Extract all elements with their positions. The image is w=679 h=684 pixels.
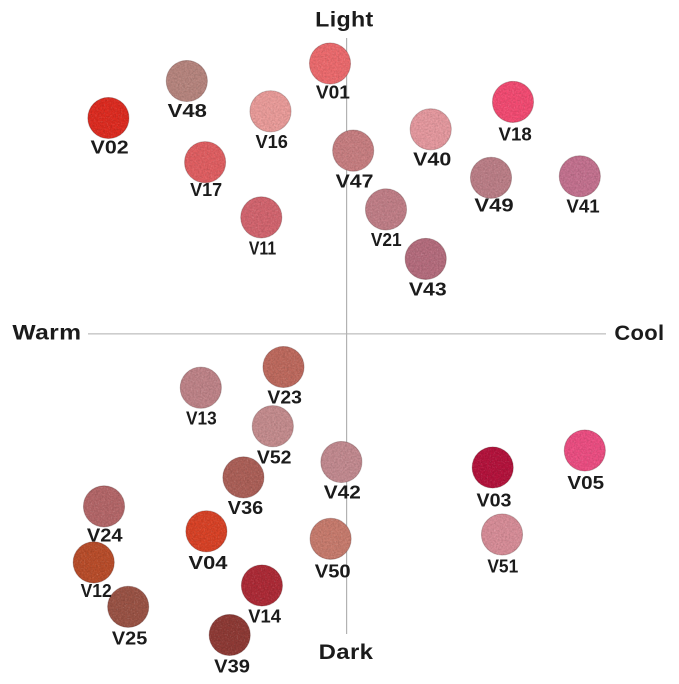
svg-text:V25: V25 xyxy=(112,628,147,648)
svg-text:V17: V17 xyxy=(190,180,222,200)
svg-text:V51: V51 xyxy=(487,556,518,576)
svg-text:V18: V18 xyxy=(499,125,532,145)
svg-text:V14: V14 xyxy=(248,607,281,627)
svg-text:V02: V02 xyxy=(91,137,129,157)
svg-text:V11: V11 xyxy=(249,239,276,259)
svg-text:V50: V50 xyxy=(315,562,351,582)
svg-text:V41: V41 xyxy=(566,197,599,217)
svg-text:V03: V03 xyxy=(477,491,512,511)
svg-text:V40: V40 xyxy=(413,150,451,170)
svg-text:V04: V04 xyxy=(189,553,228,573)
svg-text:V13: V13 xyxy=(186,409,217,429)
svg-text:Cool: Cool xyxy=(614,322,664,345)
svg-text:V42: V42 xyxy=(324,483,361,503)
svg-text:V24: V24 xyxy=(87,525,123,545)
svg-text:V39: V39 xyxy=(214,656,250,676)
svg-text:V36: V36 xyxy=(228,498,263,518)
svg-text:V05: V05 xyxy=(567,473,604,493)
svg-text:V48: V48 xyxy=(168,101,207,121)
svg-text:V16: V16 xyxy=(256,132,288,152)
svg-text:V21: V21 xyxy=(371,230,402,250)
svg-text:V12: V12 xyxy=(81,581,112,601)
svg-text:V49: V49 xyxy=(474,196,513,216)
svg-text:V47: V47 xyxy=(336,171,374,191)
svg-text:Warm: Warm xyxy=(12,322,81,345)
svg-text:V52: V52 xyxy=(257,447,292,467)
svg-text:V23: V23 xyxy=(267,388,302,408)
svg-text:Light: Light xyxy=(315,8,373,31)
svg-text:V43: V43 xyxy=(409,280,447,300)
svg-text:V01: V01 xyxy=(316,83,350,103)
svg-text:Dark: Dark xyxy=(319,641,374,664)
